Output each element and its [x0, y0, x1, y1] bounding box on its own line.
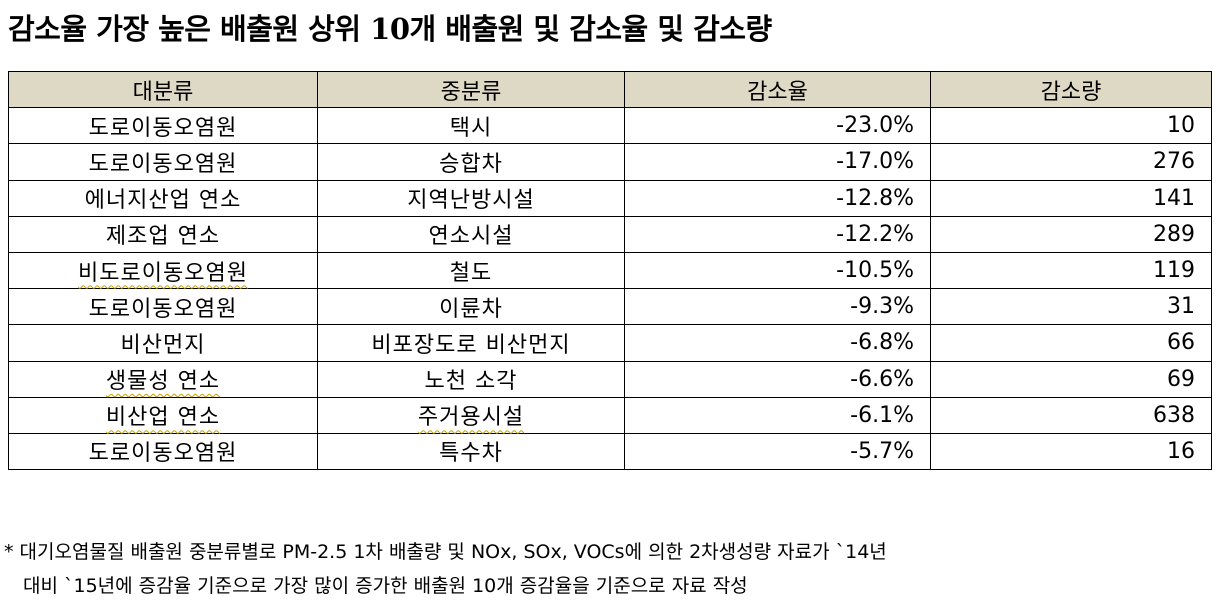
cell-major: 도로이동오염원	[8, 143, 318, 181]
header-reduction-amount: 감소량	[930, 70, 1212, 109]
spellcheck-flagged-text: 비산업 연소	[105, 405, 221, 431]
cell-major: 비도로이동오염원	[8, 251, 318, 290]
cell-rate: -17.0%	[624, 143, 931, 181]
cell-mid: 철도	[317, 251, 625, 290]
cell-rate: -10.5%	[624, 251, 931, 290]
cell-major: 도로이동오염원	[8, 432, 318, 471]
table-row: 도로이동오염원 승합차 -17.0% 276	[8, 143, 1212, 181]
cell-major: 생물성 연소	[8, 360, 318, 398]
cell-rate: -5.7%	[624, 432, 931, 471]
cell-mid: 비포장도로 비산먼지	[317, 324, 625, 362]
header-reduction-rate: 감소율	[624, 70, 931, 109]
spellcheck-flagged-text: 비도로이동오염원	[78, 260, 248, 286]
cell-major: 비산먼지	[8, 324, 318, 362]
page-title: 감소율 가장 높은 배출원 상위 10개 배출원 및 감소율 및 감소량	[8, 12, 772, 46]
cell-amount: 119	[930, 251, 1212, 290]
header-major-category: 대분류	[8, 70, 318, 109]
table-row: 비도로이동오염원 철도 -10.5% 119	[8, 251, 1212, 290]
spellcheck-flagged-text: 생물성 연소	[105, 369, 221, 395]
cell-amount: 31	[930, 288, 1212, 326]
table-row: 비산업 연소 주거용시설 -6.1% 638	[8, 396, 1212, 434]
header-mid-category: 중분류	[317, 70, 625, 109]
table-row: 제조업 연소 연소시설 -12.2% 289	[8, 215, 1212, 253]
spellcheck-flagged-text: 주거용시설	[417, 405, 525, 431]
cell-mid: 특수차	[317, 432, 625, 471]
cell-mid: 연소시설	[317, 215, 625, 253]
cell-major: 도로이동오염원	[8, 288, 318, 326]
cell-rate: -12.2%	[624, 215, 931, 253]
cell-mid: 주거용시설	[317, 396, 625, 434]
table-row: 도로이동오염원 택시 -23.0% 10	[8, 107, 1212, 145]
table-row: 비산먼지 비포장도로 비산먼지 -6.8% 66	[8, 324, 1212, 362]
cell-major: 도로이동오염원	[8, 107, 318, 145]
cell-amount: 69	[930, 360, 1212, 398]
cell-rate: -12.8%	[624, 179, 931, 217]
cell-major: 비산업 연소	[8, 396, 318, 434]
cell-amount: 10	[930, 107, 1212, 145]
table-row: 도로이동오염원 이륜차 -9.3% 31	[8, 288, 1212, 326]
table-row: 에너지산업 연소 지역난방시설 -12.8% 141	[8, 179, 1212, 217]
cell-mid: 택시	[317, 107, 625, 145]
cell-mid: 이륜차	[317, 288, 625, 326]
cell-mid: 노천 소각	[317, 360, 625, 398]
cell-amount: 276	[930, 143, 1212, 181]
cell-rate: -9.3%	[624, 288, 931, 326]
cell-amount: 66	[930, 324, 1212, 362]
cell-rate: -6.6%	[624, 360, 931, 398]
cell-rate: -6.8%	[624, 324, 931, 362]
reduction-table: 대분류 중분류 감소율 감소량 도로이동오염원 택시 -23.0% 10 도로이…	[8, 70, 1212, 471]
table-header-row: 대분류 중분류 감소율 감소량	[8, 70, 1212, 109]
footnote-line-1: * 대기오염물질 배출원 중분류별로 PM-2.5 1차 배출량 및 NOx, …	[4, 541, 887, 563]
cell-major: 에너지산업 연소	[8, 179, 318, 217]
cell-mid: 승합차	[317, 143, 625, 181]
cell-rate: -23.0%	[624, 107, 931, 145]
table-row: 생물성 연소 노천 소각 -6.6% 69	[8, 360, 1212, 398]
table-row: 도로이동오염원 특수차 -5.7% 16	[8, 432, 1212, 471]
cell-rate: -6.1%	[624, 396, 931, 434]
cell-amount: 141	[930, 179, 1212, 217]
cell-amount: 289	[930, 215, 1212, 253]
footnote-line-2: 대비 `15년에 증감율 기준으로 가장 많이 증가한 배출원 10개 증감율을…	[23, 575, 748, 597]
cell-major: 제조업 연소	[8, 215, 318, 253]
cell-amount: 16	[930, 432, 1212, 471]
cell-mid: 지역난방시설	[317, 179, 625, 217]
cell-amount: 638	[930, 396, 1212, 434]
